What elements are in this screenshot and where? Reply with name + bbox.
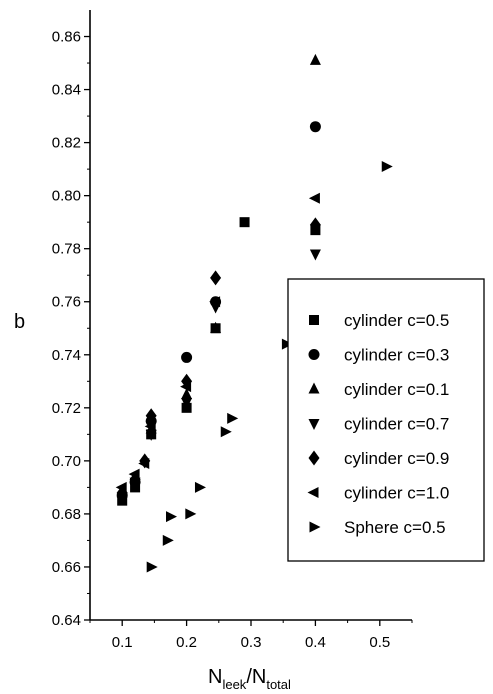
x-tick-label: 0.4 <box>305 634 326 651</box>
data-point-triangle-down <box>309 249 321 261</box>
x-tick-label: 0.5 <box>369 634 390 651</box>
y-tick-label: 0.86 <box>52 29 81 46</box>
y-tick-label: 0.76 <box>52 294 81 311</box>
data-point-triangle-left <box>209 296 221 308</box>
data-point-triangle-up <box>210 321 222 333</box>
data-point-triangle-right <box>381 160 393 172</box>
data-point-triangle-down <box>181 398 193 410</box>
data-point-triangle-right <box>220 426 232 438</box>
legend-label: cylinder c=0.3 <box>344 346 449 365</box>
legend-label: cylinder c=0.1 <box>344 380 449 399</box>
data-point-triangle-right <box>146 561 158 573</box>
y-tick-label: 0.84 <box>52 82 81 99</box>
x-axis-title-sub1: leek <box>222 677 246 692</box>
x-axis-title-sep: / <box>246 666 252 688</box>
y-tick-label: 0.80 <box>52 188 81 205</box>
data-point-diamond <box>145 408 157 424</box>
y-tick-label: 0.70 <box>52 453 81 470</box>
series-triangle-left <box>115 192 320 493</box>
legend-items: cylinder c=0.5 cylinder c=0.3 cylinder c=0… <box>307 311 449 537</box>
data-point-triangle-left <box>144 420 156 432</box>
y-tick-label: 0.78 <box>52 241 81 258</box>
legend-marker-triangle-up <box>308 382 320 394</box>
legend-label: cylinder c=0.5 <box>344 311 449 330</box>
legend-marker-square <box>309 315 319 325</box>
data-point-triangle-left <box>180 381 192 393</box>
data-point-triangle-right <box>166 511 177 523</box>
data-point-triangle-left <box>115 481 127 493</box>
legend-marker-diamond <box>308 450 320 466</box>
data-point-square <box>239 217 250 228</box>
data-point-triangle-down <box>145 429 157 441</box>
data-points <box>115 53 393 573</box>
data-point-diamond <box>309 217 321 233</box>
y-tick-label: 0.72 <box>52 400 81 417</box>
legend-marker-triangle-right <box>309 521 321 533</box>
series-triangle-right <box>146 160 393 573</box>
data-point-circle <box>181 351 193 363</box>
data-point-circle <box>309 121 321 133</box>
legend: cylinder c=0.5 cylinder c=0.3 cylinder c=0… <box>287 278 485 562</box>
legend-label: Sphere c=0.5 <box>344 518 446 537</box>
y-tick-label: 0.74 <box>52 347 81 364</box>
data-point-triangle-right <box>194 481 206 493</box>
x-axis-title-n1: N <box>208 666 222 688</box>
legend-marker-triangle-down <box>308 419 320 430</box>
data-point-triangle-up <box>181 388 193 400</box>
tick-marks: 0.64 0.66 0.68 0.70 0.72 0.74 0.76 0.78 0.80 0.82… <box>52 29 413 651</box>
data-point-triangle-left <box>308 192 320 204</box>
x-tick-label: 0.2 <box>176 634 197 651</box>
y-tick-label: 0.68 <box>52 506 81 523</box>
legend-box <box>287 278 485 562</box>
legend-marker-circle <box>308 349 320 360</box>
legend-label: cylinder c=1.0 <box>344 484 449 503</box>
data-point-triangle-left <box>138 458 150 470</box>
data-point-triangle-right <box>227 412 239 424</box>
x-tick-label: 0.3 <box>241 634 262 651</box>
legend-marker-triangle-left <box>307 487 319 498</box>
y-axis-title: b <box>14 311 25 333</box>
x-axis-title-n2: N <box>252 666 266 688</box>
data-point-triangle-right <box>185 508 197 520</box>
x-axis-title-sub2: total <box>266 677 291 692</box>
legend-label: cylinder c=0.7 <box>344 415 449 434</box>
data-point-triangle-up <box>309 53 321 65</box>
y-tick-label: 0.82 <box>52 135 81 152</box>
x-axis-title: Nleek/Ntotal <box>208 666 291 692</box>
data-point-triangle-right <box>162 534 174 546</box>
data-point-triangle-left <box>128 468 140 480</box>
x-tick-label: 0.1 <box>112 634 133 651</box>
y-tick-label: 0.64 <box>52 612 81 629</box>
legend-label: cylinder c=0.9 <box>344 449 449 468</box>
y-tick-label: 0.66 <box>52 559 81 576</box>
data-point-diamond <box>210 270 222 286</box>
